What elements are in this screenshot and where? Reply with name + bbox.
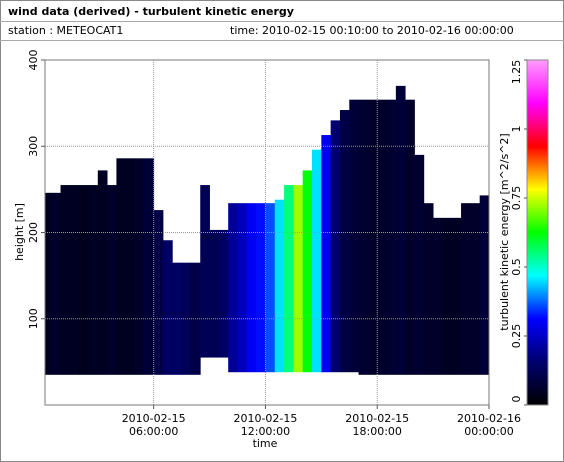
heat-cell (339, 110, 350, 373)
colorbar-tick-label: 1.25 (510, 60, 523, 85)
y-tick-label: 200 (27, 222, 40, 243)
heat-cell (461, 203, 471, 375)
station: station : METEOCAT1 (8, 24, 123, 37)
y-tick-label: 400 (27, 50, 40, 71)
heat-cell (358, 99, 369, 375)
heat-cell (451, 217, 462, 375)
heat-cell (265, 203, 276, 373)
heat-cell (349, 99, 359, 373)
heat-cell (51, 192, 61, 375)
heat-cell (228, 203, 238, 373)
heat-cell (470, 203, 481, 375)
plot-border (44, 59, 490, 406)
colorbar (526, 59, 549, 406)
heat-cell (274, 199, 285, 373)
y-tick-label: 300 (27, 136, 40, 157)
heat-cell (60, 185, 71, 375)
heat-cell (135, 158, 145, 375)
colorbar-tick-label: 0.75 (510, 186, 523, 211)
heat-cell (293, 185, 304, 373)
y-axis-label: height [m] (13, 203, 26, 261)
x-tick-label: 2010-02-15 06:00:00 (121, 412, 186, 438)
heat-cell (433, 217, 443, 375)
heat-cell (209, 229, 220, 358)
heat-cell (256, 203, 266, 373)
heat-cell (246, 203, 257, 373)
x-tick-label: 2010-02-15 18:00:00 (345, 412, 410, 438)
heat-cell (367, 99, 378, 375)
x-axis-label: time (253, 437, 278, 450)
heat-cell (79, 185, 89, 375)
heat-cell (386, 99, 397, 375)
heat-cell (405, 99, 415, 375)
heat-cell (181, 262, 192, 375)
heat-cell (69, 185, 80, 375)
colorbar-tick-label: 0.25 (510, 324, 523, 349)
heat-cell (321, 135, 332, 373)
heat-cell (125, 158, 136, 375)
heat-cell (377, 99, 387, 375)
y-tick-label: 100 (27, 308, 40, 329)
heat-cell (479, 195, 489, 375)
chart-title: wind data (derived) - turbulent kinetic … (8, 5, 294, 18)
heat-cell (237, 203, 248, 373)
x-tick-label: 2010-02-15 12:00:00 (233, 412, 298, 438)
heat-cell (423, 203, 434, 375)
heat-cell (395, 85, 406, 375)
heat-cell (330, 120, 341, 373)
colorbar-tick-label: 0.5 (510, 258, 523, 276)
heat-cell (284, 185, 294, 373)
heat-cell (302, 170, 313, 373)
heat-cell (107, 185, 117, 375)
period: time: 2010-02-15 00:10:00 to 2010-02-16 … (230, 24, 514, 37)
heat-cell (144, 158, 155, 375)
heat-cell (153, 210, 164, 375)
colorbar-tick-label: 0 (510, 396, 523, 403)
heat-cell (97, 170, 108, 375)
heat-cell (116, 158, 127, 375)
heat-cell (414, 154, 425, 375)
colorbar-tick-label: 1 (510, 126, 523, 133)
heat-cell (45, 192, 52, 375)
heat-cell (218, 229, 229, 358)
heat-cell (88, 185, 99, 375)
x-tick-label: 2010-02-16 00:00:00 (457, 412, 521, 438)
heat-cell (200, 185, 210, 358)
heat-cell (442, 217, 453, 375)
heat-cell (162, 240, 173, 375)
colorbar-label: turbulent kinetic energy [m^2/s^2] (498, 133, 511, 330)
heat-cell (312, 149, 322, 373)
